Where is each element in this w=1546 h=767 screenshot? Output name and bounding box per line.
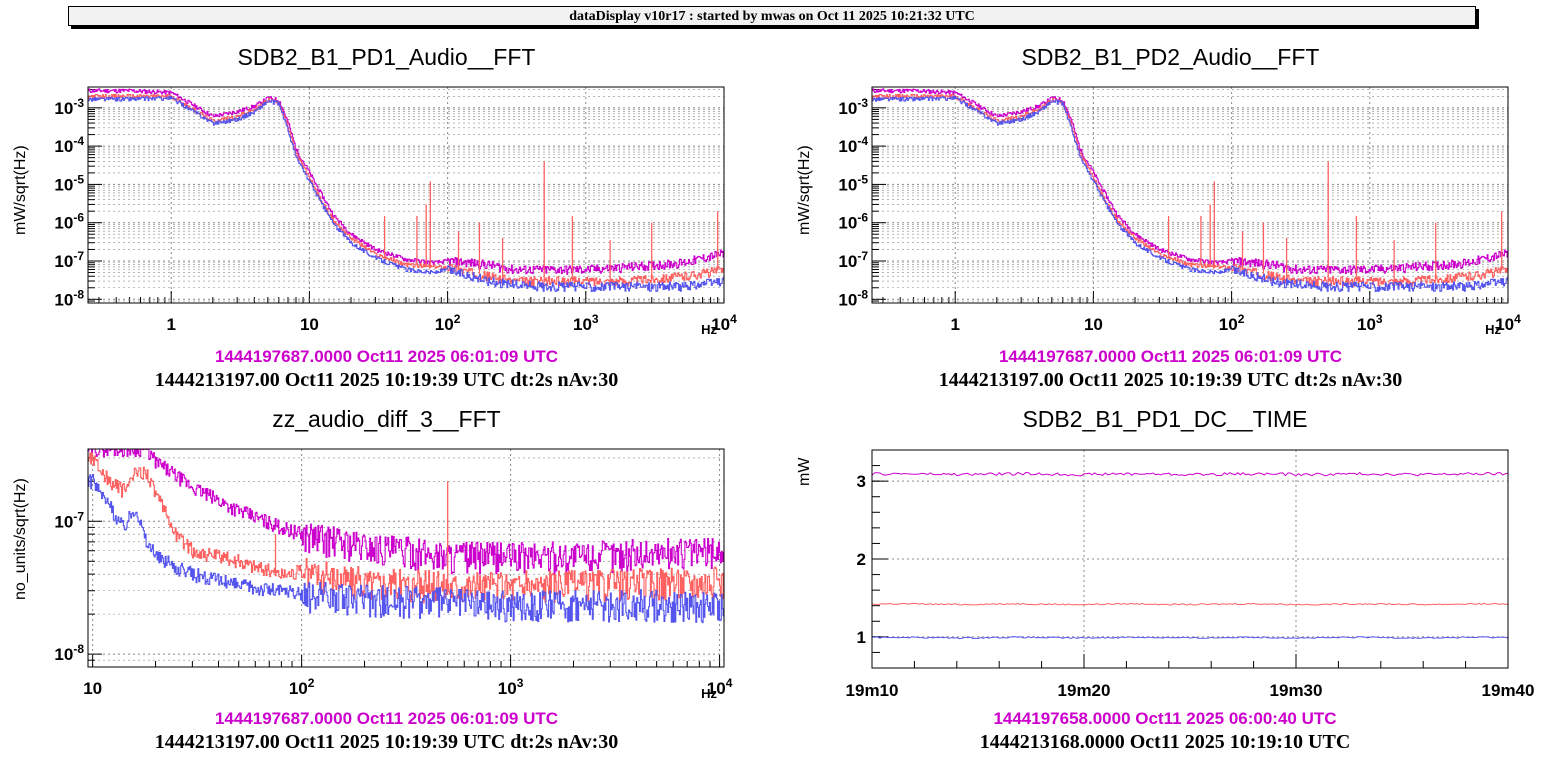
- series-line: [872, 88, 1509, 275]
- x-tick-label: 104: [707, 676, 733, 698]
- chart-title: SDB2_B1_PD1_DC__TIME: [1022, 406, 1308, 432]
- series-line: [871, 471, 1509, 477]
- series-line: [88, 452, 725, 604]
- series-line: [88, 448, 725, 575]
- x-tick-label: 1: [950, 315, 959, 334]
- panel-audio-diff-fft: zz_audio_diff_3__FFT no_units/sqrt(Hz) 1…: [0, 402, 773, 762]
- panel-pd1-audio-fft: SDB2_B1_PD1_Audio__FFT mW/sqrt(Hz) 1 10 10…: [0, 40, 773, 400]
- chart-title: zz_audio_diff_3__FFT: [272, 406, 501, 432]
- y-tick-label: 10-8: [54, 642, 84, 664]
- x-axis-unit: Hz: [701, 322, 717, 337]
- plot-frame: [871, 86, 1509, 304]
- x-tick-label: 10: [83, 679, 102, 698]
- current-timestamp: 1444213197.00 Oct11 2025 10:19:39 UTC dt…: [938, 369, 1403, 391]
- y-tick-label: 10-4: [54, 134, 84, 156]
- y-tick-label: 10-8: [838, 287, 868, 309]
- chart-title: SDB2_B1_PD2_Audio__FFT: [1021, 44, 1320, 70]
- y-tick-label: 1: [857, 628, 866, 647]
- x-tick-label: 10: [300, 315, 319, 334]
- plot-frame: [87, 448, 725, 668]
- chart-plot-area: 1 10 102 103 104 10-8 10-7 10-6 10-5 10-4 10-3 Hz: [838, 86, 1521, 337]
- x-tick-label: 19m20: [1058, 681, 1111, 700]
- y-tick-label: 2: [857, 550, 866, 569]
- x-tick-label: 10: [1084, 315, 1103, 334]
- reference-timestamp: 1444197658.0000 Oct11 2025 06:00:40 UTC: [993, 709, 1337, 728]
- x-tick-label: 104: [1495, 312, 1521, 334]
- chart-plot-area: 19m10 19m20 19m30 19m40 1 2 3: [846, 449, 1535, 700]
- y-tick-label: 10-7: [54, 249, 84, 271]
- chart-plot-area: 10 102 103 104 10-8 10-7 Hz: [54, 448, 733, 701]
- panel-pd2-audio-fft: SDB2_B1_PD2_Audio__FFT mW/sqrt(Hz) 1 10 10…: [784, 40, 1546, 400]
- reference-timestamp: 1444197687.0000 Oct11 2025 06:01:09 UTC: [214, 709, 559, 728]
- chart-title: SDB2_B1_PD1_Audio__FFT: [237, 44, 536, 70]
- chart-plot-area: 1 10 102 103 104 10-8 10-7 10-6 10-5 10-4 10-3 Hz: [54, 86, 737, 337]
- x-tick-label: 102: [289, 676, 315, 698]
- series-line: [871, 602, 1509, 606]
- current-timestamp: 1444213168.0000 Oct11 2025 10:19:10 UTC: [979, 731, 1351, 753]
- x-tick-label: 103: [1357, 312, 1383, 334]
- y-tick-label: 3: [857, 472, 866, 491]
- app-header-banner: dataDisplay v10r17 : started by mwas on …: [68, 6, 1476, 26]
- chart-grid: [871, 450, 1509, 669]
- reference-timestamp: 1444197687.0000 Oct11 2025 06:01:09 UTC: [998, 347, 1343, 366]
- y-tick-label: 10-6: [838, 211, 868, 233]
- x-tick-label: 103: [498, 676, 524, 698]
- x-tick-label: 19m40: [1482, 681, 1535, 700]
- x-tick-label: 102: [435, 312, 461, 334]
- y-tick-label: 10-7: [54, 509, 84, 531]
- x-tick-label: 102: [1219, 312, 1245, 334]
- x-tick-label: 1: [166, 315, 175, 334]
- x-axis-unit: Hz: [1485, 322, 1501, 337]
- y-tick-label: 10-5: [838, 172, 868, 194]
- x-tick-label: 104: [711, 312, 737, 334]
- series-line: [88, 93, 725, 287]
- x-axis-unit: Hz: [701, 686, 717, 701]
- y-tick-label: 10-3: [838, 96, 868, 118]
- y-tick-label: 10-5: [54, 172, 84, 194]
- current-timestamp: 1444213197.00 Oct11 2025 10:19:39 UTC dt…: [154, 369, 619, 391]
- y-tick-label: 10-4: [838, 134, 868, 156]
- panel-pd1-dc-time: SDB2_B1_PD1_DC__TIME mW 19m10 19m20 19m30 1…: [784, 402, 1546, 762]
- y-tick-label: 10-3: [54, 96, 84, 118]
- series-line: [88, 88, 725, 275]
- series-line: [88, 95, 725, 292]
- y-tick-label: 10-8: [54, 287, 84, 309]
- x-tick-label: 19m30: [1270, 681, 1323, 700]
- plot-frame: [87, 86, 725, 304]
- series-line: [872, 93, 1509, 287]
- reference-timestamp: 1444197687.0000 Oct11 2025 06:01:09 UTC: [214, 347, 559, 366]
- current-timestamp: 1444213197.00 Oct11 2025 10:19:39 UTC dt…: [154, 731, 619, 753]
- x-tick-label: 103: [573, 312, 599, 334]
- y-tick-label: 10-6: [54, 211, 84, 233]
- y-tick-label: 10-7: [838, 249, 868, 271]
- series-line: [88, 474, 725, 624]
- series-line: [872, 95, 1509, 292]
- x-tick-label: 19m10: [846, 681, 899, 700]
- series-line: [871, 636, 1509, 640]
- plot-frame: [871, 449, 1509, 669]
